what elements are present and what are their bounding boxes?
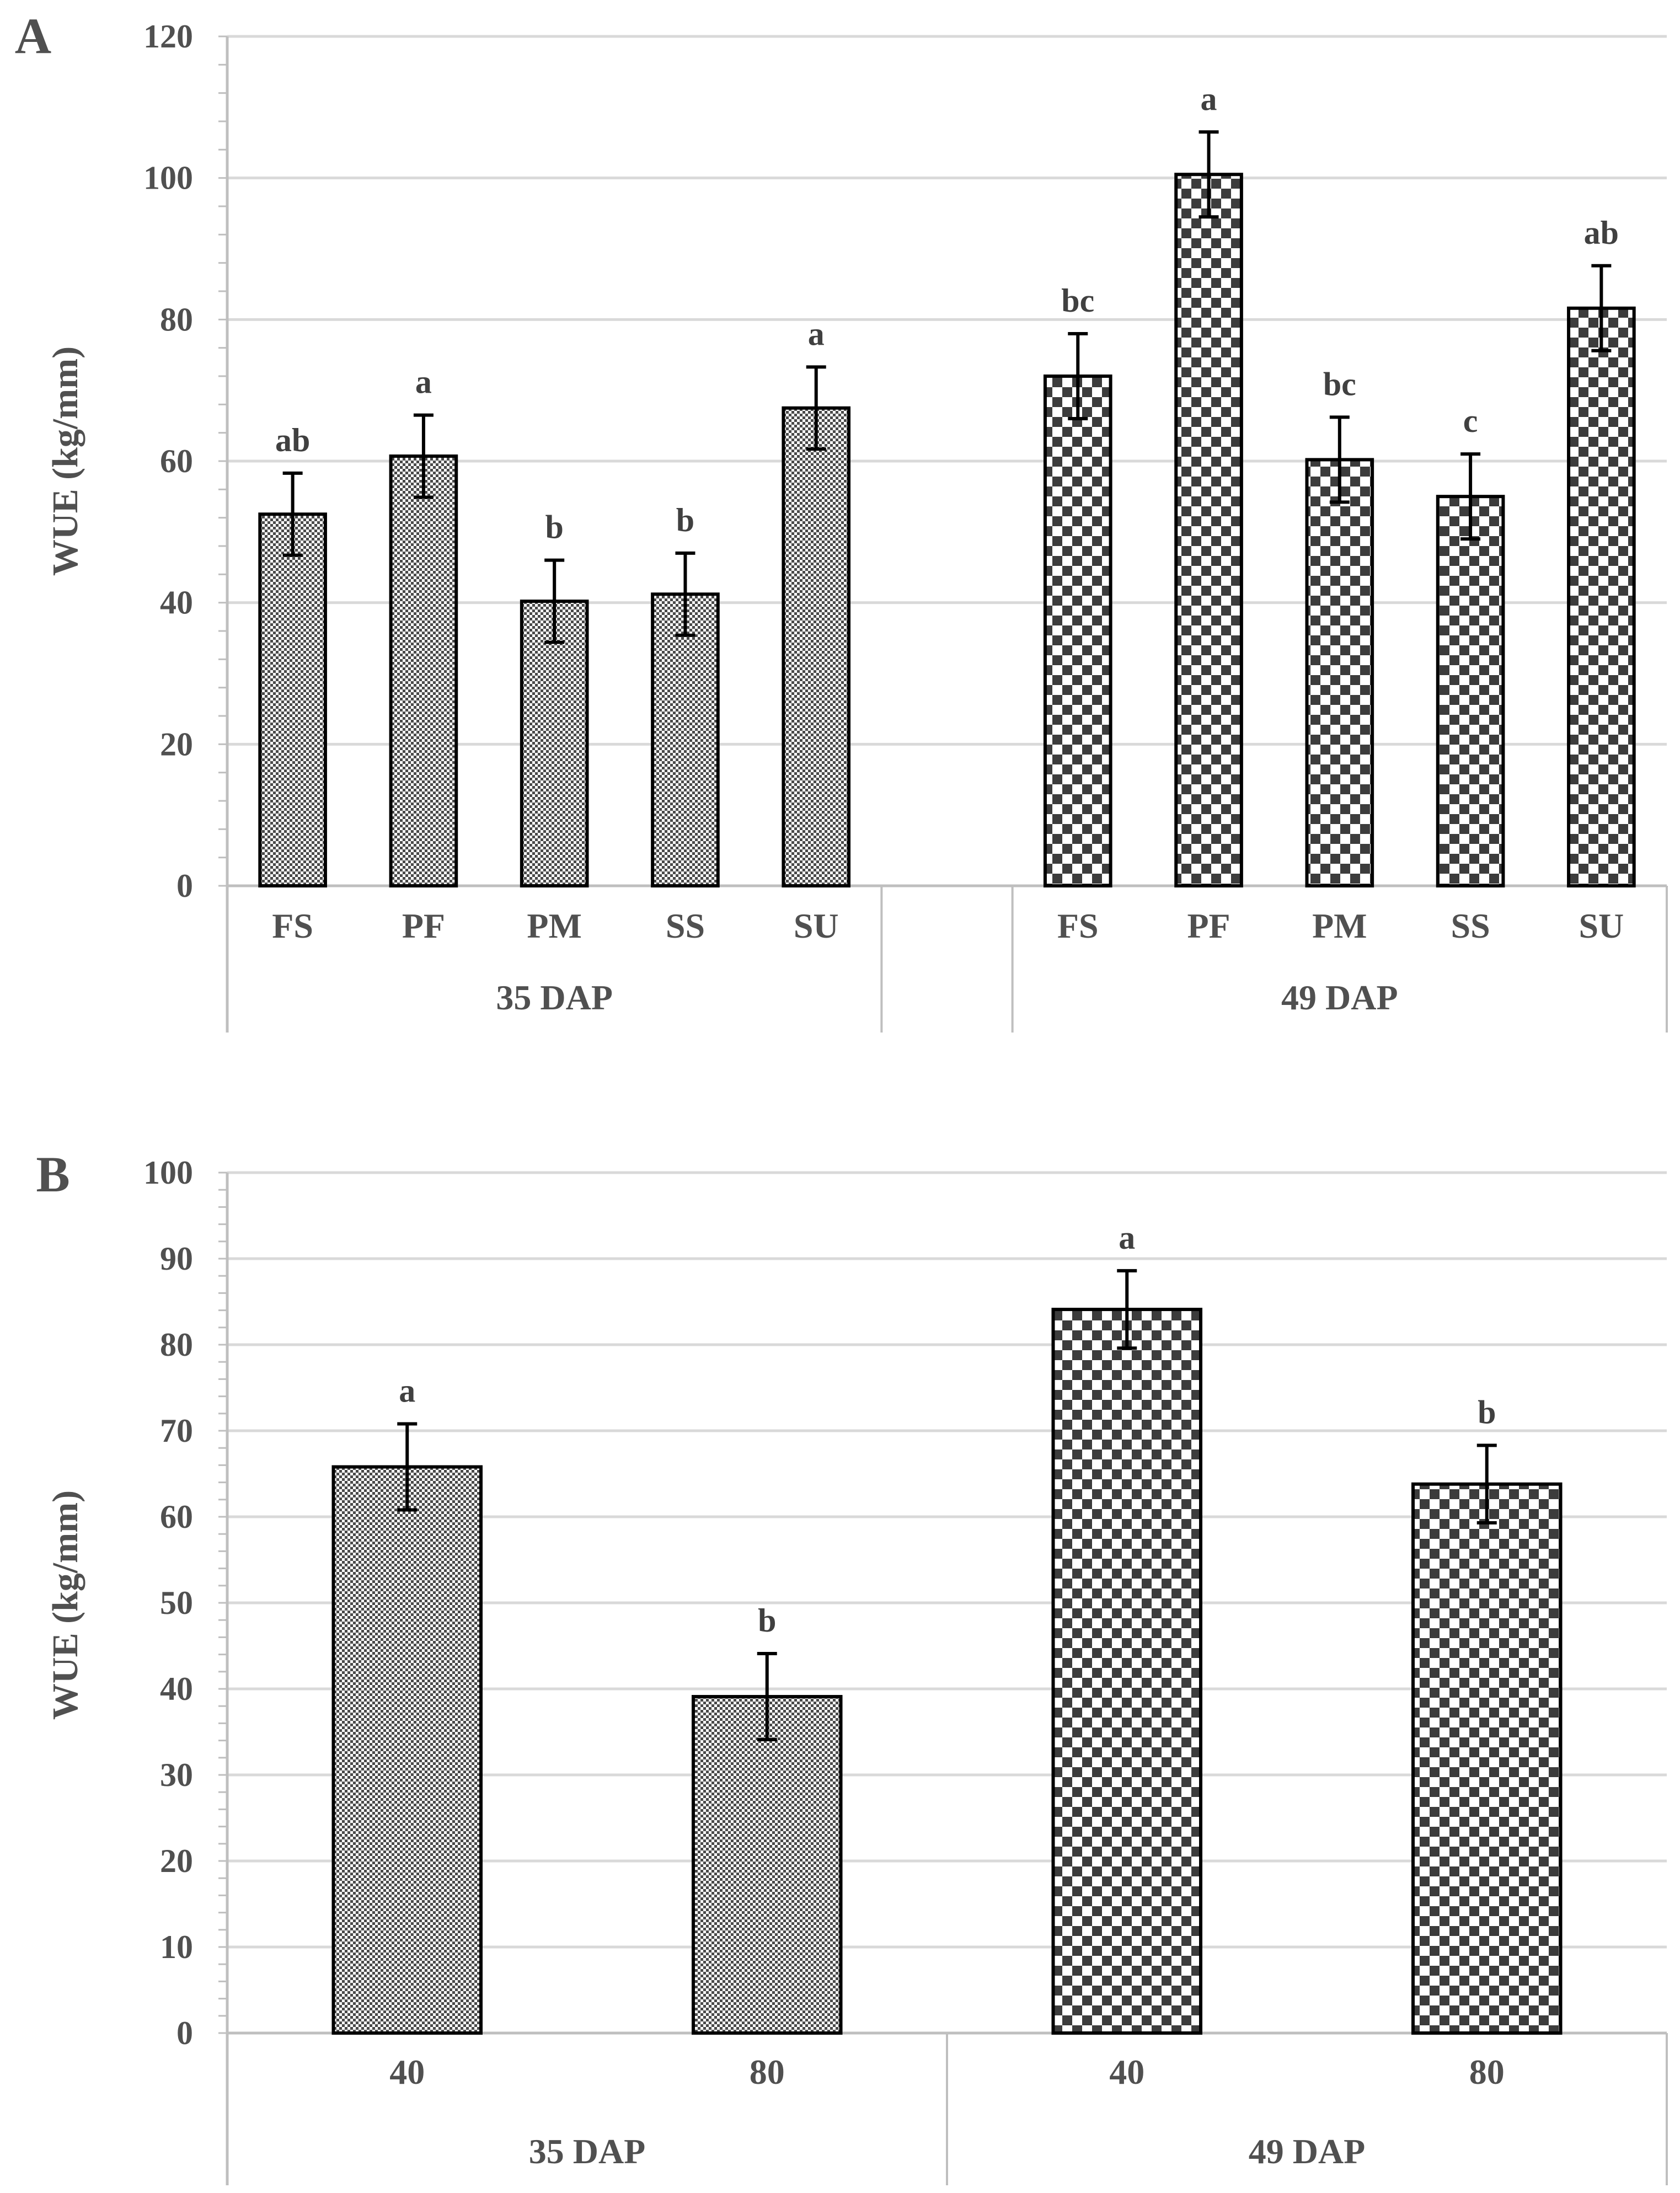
group-label: 35 DAP <box>496 978 613 1017</box>
x-tick-label: 80 <box>1469 2052 1505 2092</box>
x-tick-label: SS <box>1451 906 1490 945</box>
y-tick-label: 40 <box>160 1671 193 1707</box>
x-tick-label: PM <box>527 906 582 945</box>
x-tick-label: 80 <box>750 2052 785 2092</box>
y-tick-label: 30 <box>160 1757 193 1793</box>
significance-letter: ab <box>275 422 310 458</box>
bar <box>1043 375 1112 887</box>
bar <box>520 600 589 887</box>
x-tick-label: FS <box>1057 906 1099 945</box>
y-tick-label: 10 <box>160 1929 193 1965</box>
y-tick-label: 0 <box>176 2015 193 2051</box>
bar <box>1305 458 1374 887</box>
group-label: 49 DAP <box>1249 2132 1366 2171</box>
y-tick-label: 20 <box>160 1843 193 1879</box>
y-tick-label: 40 <box>160 585 193 621</box>
y-tick-label: 0 <box>176 868 193 904</box>
bar <box>389 454 458 887</box>
y-tick-label: 80 <box>160 1327 193 1363</box>
x-tick-label: FS <box>272 906 313 945</box>
y-tick-label: 120 <box>143 18 193 55</box>
significance-letter: a <box>808 315 825 352</box>
y-tick-label: 90 <box>160 1240 193 1277</box>
bar <box>1051 1308 1203 2035</box>
bar <box>782 406 851 887</box>
bar <box>1411 1482 1563 2035</box>
chart-panel-a: 0 20 40 60 80 100 120 35 DAP ab FS a PF b PM b SS a SU 49 … <box>15 8 1668 1033</box>
significance-letter: a <box>399 1373 415 1409</box>
y-axis-title: WUE (kg/mm) <box>45 1490 85 1720</box>
x-tick-label: PM <box>1312 906 1367 945</box>
y-axis-title: WUE (kg/mm) <box>45 346 85 576</box>
y-tick-label: 50 <box>160 1585 193 1621</box>
x-tick-label: SU <box>1579 906 1624 945</box>
group-label: 49 DAP <box>1281 978 1398 1017</box>
panel-label: A <box>15 8 51 64</box>
bar <box>1174 173 1243 887</box>
y-tick-label: 20 <box>160 726 193 762</box>
group-label: 35 DAP <box>529 2132 646 2171</box>
bar <box>1567 306 1636 887</box>
significance-letter: b <box>545 509 563 545</box>
x-tick-label: SU <box>794 906 839 945</box>
x-tick-label: PF <box>1187 906 1230 945</box>
panel-label: B <box>36 1146 69 1202</box>
significance-letter: c <box>1463 403 1478 439</box>
x-tick-label: 40 <box>1109 2052 1144 2092</box>
x-tick-label: SS <box>666 906 705 945</box>
bar <box>691 1695 843 2035</box>
chart-panel-b: 0 10 20 30 40 50 60 70 80 90 100 35 DAP a 40 b 80 49 DAP… <box>36 1146 1668 2185</box>
y-tick-label: 100 <box>143 160 193 196</box>
x-tick-label: PF <box>402 906 445 945</box>
significance-letter: a <box>1201 81 1217 117</box>
bar <box>651 592 720 888</box>
significance-letter: a <box>415 364 432 400</box>
y-tick-label: 80 <box>160 301 193 338</box>
y-tick-label: 60 <box>160 443 193 479</box>
significance-letter: b <box>1478 1394 1496 1431</box>
significance-letter: ab <box>1584 215 1619 251</box>
y-tick-label: 100 <box>143 1154 193 1191</box>
bar <box>331 1465 483 2035</box>
significance-letter: b <box>758 1602 776 1639</box>
significance-letter: bc <box>1061 282 1094 319</box>
significance-letter: b <box>676 502 694 538</box>
y-tick-label: 70 <box>160 1413 193 1449</box>
bar <box>1436 495 1505 887</box>
x-tick-label: 40 <box>389 2052 425 2092</box>
y-tick-label: 60 <box>160 1499 193 1535</box>
significance-letter: bc <box>1323 366 1356 402</box>
bar <box>258 512 327 887</box>
significance-letter: a <box>1119 1219 1135 1256</box>
